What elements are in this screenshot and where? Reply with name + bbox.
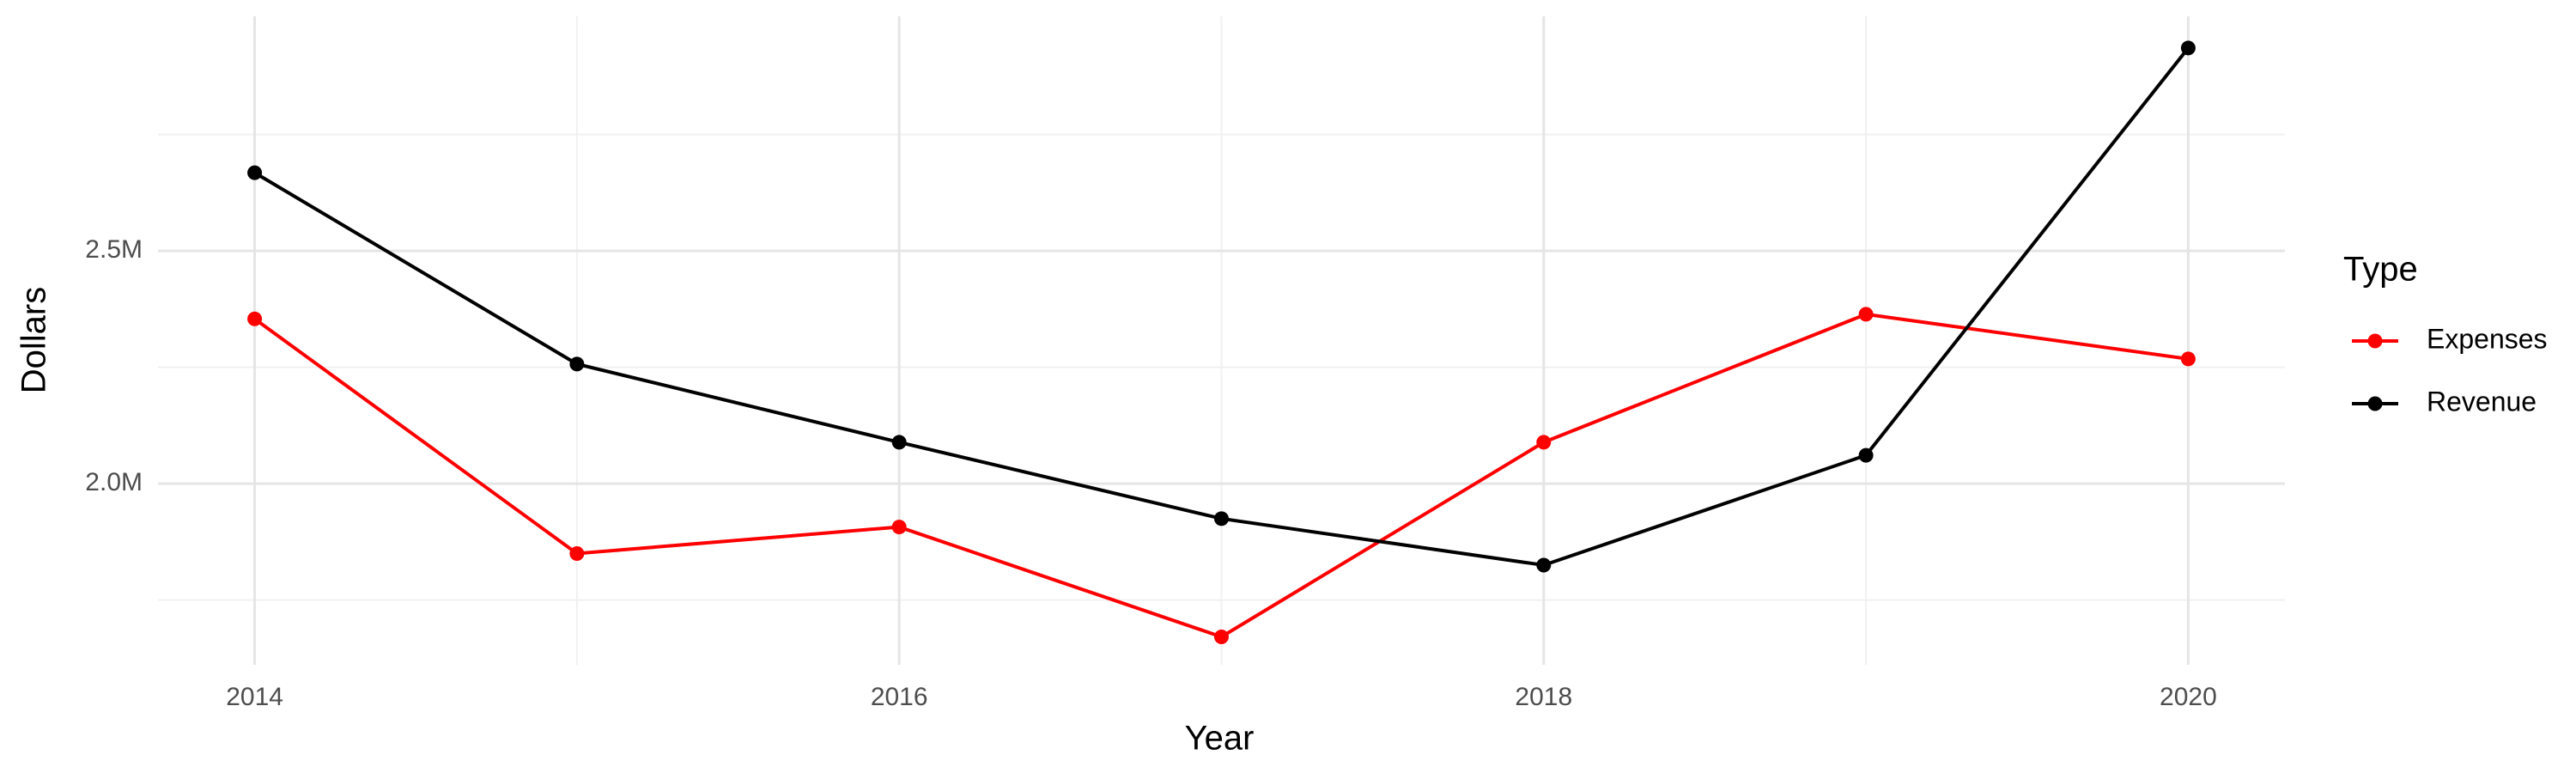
legend-key-point — [2367, 333, 2383, 349]
data-point — [247, 311, 263, 326]
data-point — [247, 165, 263, 180]
x-tick-label: 2020 — [2160, 683, 2217, 711]
x-tick-label: 2014 — [226, 683, 283, 711]
data-point — [2180, 351, 2196, 367]
data-point — [891, 520, 907, 535]
x-tick-label: 2018 — [1515, 683, 1572, 711]
x-axis-title: Year — [1185, 720, 1255, 758]
data-point — [1858, 447, 1874, 463]
data-point — [1214, 511, 1229, 526]
data-point — [569, 545, 585, 561]
data-point — [1536, 557, 1552, 573]
data-point — [1858, 307, 1874, 322]
legend-label: Revenue — [2427, 386, 2537, 417]
y-axis-title: Dollars — [15, 287, 53, 393]
legend-key-point — [2367, 396, 2383, 411]
data-point — [1536, 435, 1552, 450]
data-point — [891, 435, 907, 450]
x-tick-label: 2016 — [871, 683, 928, 711]
y-tick-label: 2.0M — [85, 468, 143, 496]
y-tick-label: 2.5M — [85, 235, 143, 264]
data-point — [569, 356, 585, 372]
legend-label: Expenses — [2427, 323, 2548, 354]
data-point — [2180, 40, 2196, 56]
legend-title: Type — [2343, 251, 2418, 289]
data-point — [1214, 629, 1229, 644]
